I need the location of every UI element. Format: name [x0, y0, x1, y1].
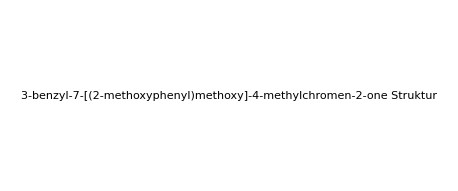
Text: 3-benzyl-7-[(2-methoxyphenyl)methoxy]-4-methylchromen-2-one Struktur: 3-benzyl-7-[(2-methoxyphenyl)methoxy]-4-…	[21, 91, 437, 100]
